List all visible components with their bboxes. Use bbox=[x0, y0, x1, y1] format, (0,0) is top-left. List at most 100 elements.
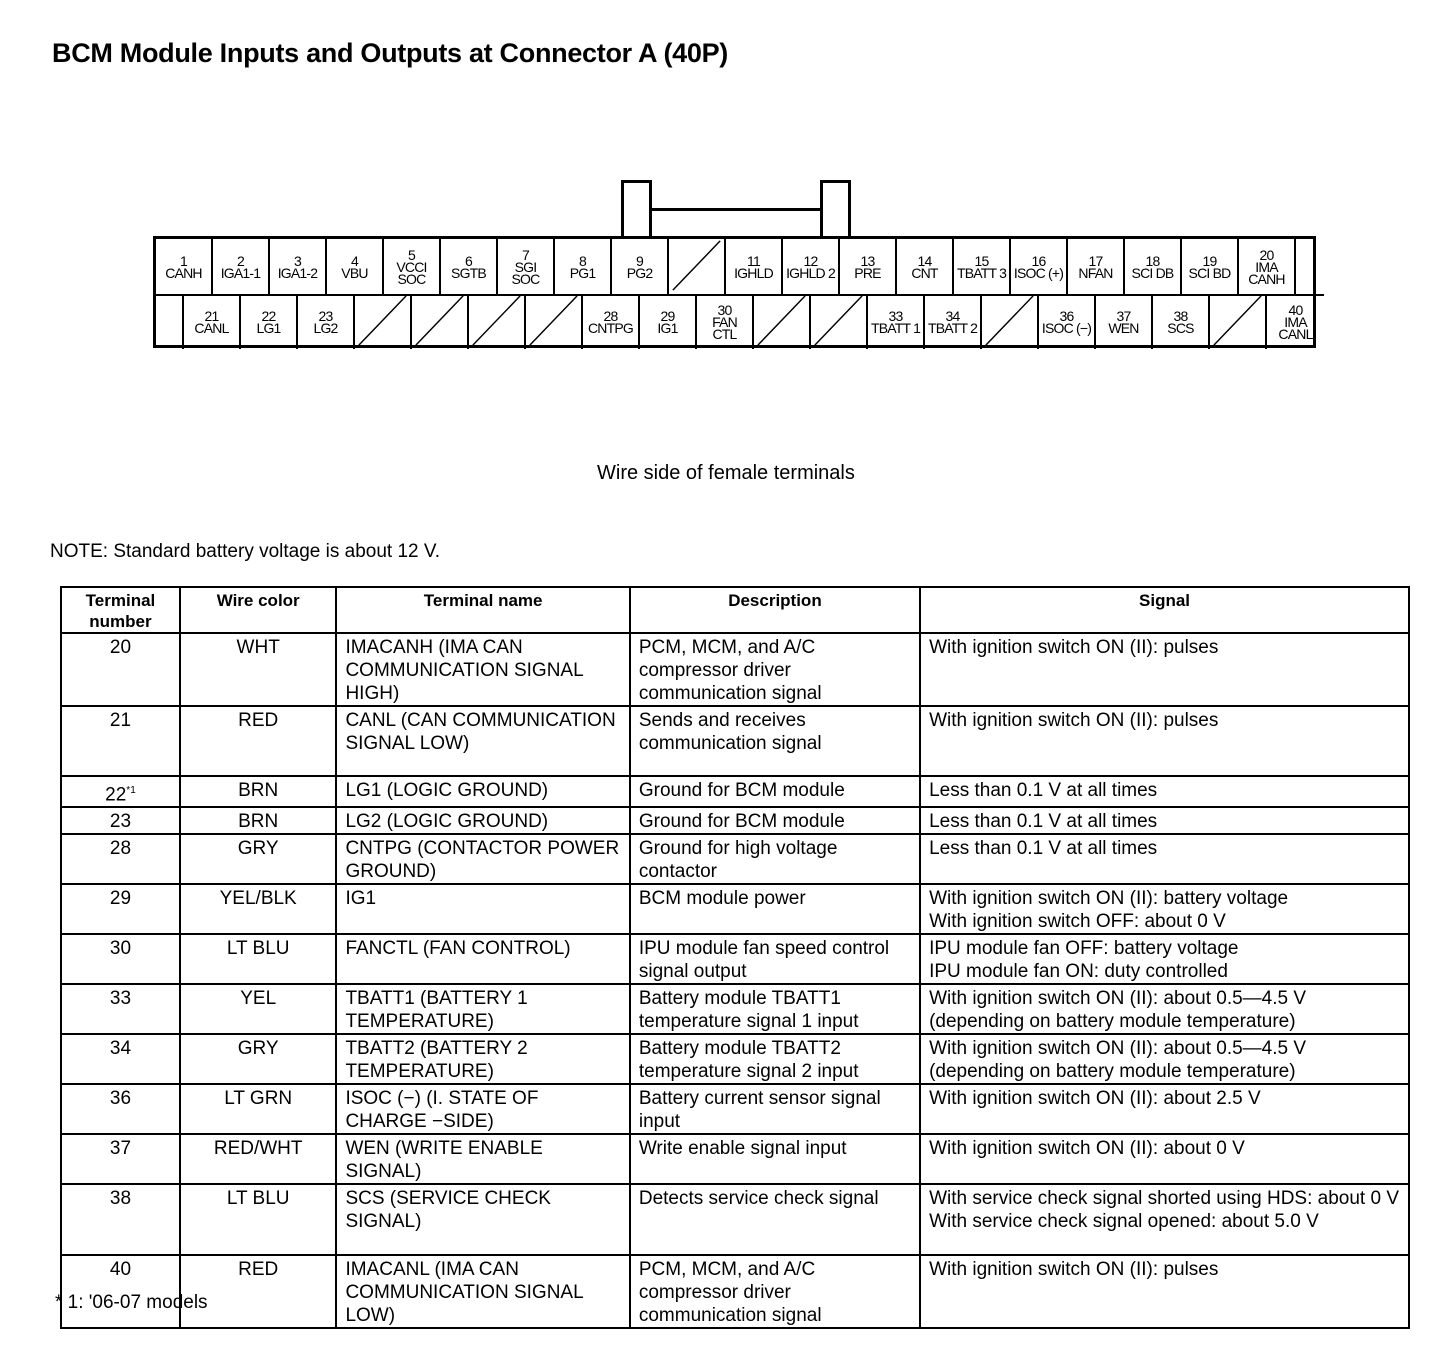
terminal-number: 4 bbox=[351, 252, 359, 269]
terminal-number: 3 bbox=[294, 252, 302, 269]
terminal-label: SGTB bbox=[451, 264, 487, 281]
terminal-label: TBATT 1 bbox=[870, 319, 921, 336]
connector-blank-cell bbox=[1296, 239, 1324, 294]
column-header: Signal bbox=[919, 586, 1410, 634]
terminal-number: 28 bbox=[109, 838, 132, 860]
terminal-label: SCS bbox=[1167, 319, 1194, 336]
terminal-number-cell: 30 bbox=[60, 933, 181, 986]
footnote-marker: *1 bbox=[126, 785, 136, 796]
connector-key-left bbox=[621, 180, 652, 239]
terminal-cell: 16 ISOC (+) bbox=[1011, 239, 1068, 294]
terminal-label: CNTPG bbox=[587, 319, 634, 336]
terminal-number: 1 bbox=[180, 252, 188, 269]
terminal-number: 14 bbox=[917, 252, 933, 269]
connector-top-row: 1 CANH 2 IGA1-1 3 IGA1-2 4 VBU 5 VCCI SOC 6 SGTB 7 SG… bbox=[156, 239, 1324, 296]
terminal-cell: 5 VCCI SOC bbox=[384, 239, 441, 294]
footnote: * 1: '06-07 models bbox=[55, 1292, 208, 1313]
terminal-label: SGI SOC bbox=[511, 258, 541, 287]
column-header: Terminal name bbox=[335, 586, 631, 634]
terminal-cell: 18 SCI DB bbox=[1125, 239, 1182, 294]
unused-slash-icon bbox=[672, 240, 721, 291]
wire-color-cell: GRY bbox=[178, 1033, 338, 1086]
column-header: Description bbox=[628, 586, 922, 634]
terminal-number: 21 bbox=[204, 307, 220, 324]
terminal-number: 9 bbox=[636, 252, 644, 269]
terminal-cell: 29 IG1 bbox=[640, 294, 697, 349]
terminal-label: IGA1-1 bbox=[220, 264, 261, 281]
unused-slash-icon bbox=[1213, 295, 1262, 346]
terminal-cell: 4 VBU bbox=[327, 239, 384, 294]
terminal-number-cell: 28 bbox=[60, 833, 181, 886]
terminal-name-cell: ISOC (−) (I. STATE OF CHARGE −SIDE) bbox=[335, 1083, 631, 1136]
terminal-cavity-empty bbox=[526, 294, 583, 349]
terminal-number: 19 bbox=[1202, 252, 1218, 269]
note: NOTE: Standard battery voltage is about … bbox=[50, 541, 441, 562]
terminal-number: 20 bbox=[1259, 246, 1275, 263]
table-row: 36 LT GRN ISOC (−) (I. STATE OF CHARGE −SI… bbox=[60, 1083, 1410, 1136]
terminal-label: TBATT 3 bbox=[956, 264, 1007, 281]
terminal-label: WEN bbox=[1108, 319, 1139, 336]
terminal-number-cell: 22*1 bbox=[60, 774, 181, 809]
signal-cell: With ignition switch ON (II): about 0.5—… bbox=[919, 983, 1410, 1036]
wire-color-cell: GRY bbox=[178, 833, 338, 886]
terminal-cell: 30 FAN CTL bbox=[697, 294, 754, 349]
terminal-cell: 17 NFAN bbox=[1068, 239, 1125, 294]
terminal-cell: 19 SCI BD bbox=[1182, 239, 1239, 294]
terminal-number-cell: 20 bbox=[60, 632, 181, 707]
terminal-name-cell: IMACANH (IMA CAN COMMUNICATION SIGNAL HI… bbox=[335, 632, 631, 707]
terminal-label: CANL bbox=[194, 319, 229, 336]
terminal-cell: 23 LG2 bbox=[298, 294, 355, 349]
terminal-cell: 12 IGHLD 2 bbox=[783, 239, 840, 294]
terminal-number: 5 bbox=[408, 246, 416, 263]
terminal-number-cell: 23 bbox=[60, 806, 181, 836]
unused-slash-icon bbox=[415, 295, 464, 346]
terminal-number-cell: 37 bbox=[60, 1133, 181, 1186]
terminal-cell: 11 IGHLD bbox=[726, 239, 783, 294]
terminal-number-cell: 33 bbox=[60, 983, 181, 1036]
terminal-number: 21 bbox=[109, 710, 132, 731]
description-cell: Ground for high voltage contactor bbox=[628, 833, 922, 886]
terminal-label: CNT bbox=[911, 264, 938, 281]
terminal-number: 23 bbox=[318, 307, 334, 324]
wire-color-cell: LT GRN bbox=[178, 1083, 338, 1136]
table-row: 21 RED CANL (CAN COMMUNICATION SIGNAL LOW)… bbox=[60, 705, 1410, 777]
terminal-number: 28 bbox=[603, 307, 619, 324]
signal-cell: With ignition switch ON (II): about 0 V bbox=[919, 1133, 1410, 1186]
terminal-cell: 22 LG1 bbox=[241, 294, 298, 349]
terminal-number: 37 bbox=[109, 1138, 132, 1160]
description-cell: BCM module power bbox=[628, 883, 922, 936]
terminal-number: 22 bbox=[105, 784, 127, 806]
terminal-cavity-empty bbox=[355, 294, 412, 349]
terminal-number-cell: 29 bbox=[60, 883, 181, 936]
wire-color-cell: RED bbox=[178, 705, 338, 777]
terminal-label: IGHLD 2 bbox=[786, 264, 836, 281]
terminal-label: TBATT 2 bbox=[927, 319, 978, 336]
terminal-label: PG1 bbox=[569, 264, 596, 281]
wire-color-cell: BRN bbox=[178, 774, 338, 809]
terminal-number-cell: 38 bbox=[60, 1183, 181, 1257]
terminal-label: IMA CANL bbox=[1278, 313, 1313, 342]
terminal-cell: 14 CNT bbox=[897, 239, 954, 294]
terminal-number: 16 bbox=[1031, 252, 1047, 269]
terminal-cell: 20 IMA CANH bbox=[1239, 239, 1296, 294]
terminal-label: FAN CTL bbox=[712, 313, 738, 342]
terminal-label: LG1 bbox=[256, 319, 281, 336]
wire-color-cell: RED bbox=[178, 1254, 338, 1330]
terminal-cavity-empty bbox=[754, 294, 811, 349]
connector-key-bar bbox=[652, 208, 822, 211]
terminal-label: CANH bbox=[165, 264, 202, 281]
table-row: 40 RED IMACANL (IMA CAN COMMUNICATION SIGN… bbox=[60, 1254, 1410, 1330]
page-title: BCM Module Inputs and Outputs at Connect… bbox=[52, 38, 728, 68]
terminal-name-cell: IMACANL (IMA CAN COMMUNICATION SIGNAL LO… bbox=[335, 1254, 631, 1330]
terminal-number: 36 bbox=[109, 1088, 132, 1110]
terminal-cell: 9 PG2 bbox=[612, 239, 669, 294]
terminal-cell: 8 PG1 bbox=[555, 239, 612, 294]
terminal-number: 37 bbox=[1116, 307, 1132, 324]
terminal-name-cell: SCS (SERVICE CHECK SIGNAL) bbox=[335, 1183, 631, 1257]
table-row: 34 GRY TBATT2 (BATTERY 2 TEMPERATURE) Batte… bbox=[60, 1033, 1410, 1086]
terminal-name-cell: TBATT1 (BATTERY 1 TEMPERATURE) bbox=[335, 983, 631, 1036]
terminal-number: 29 bbox=[660, 307, 676, 324]
description-cell: Ground for BCM module bbox=[628, 806, 922, 836]
connector-blank-cell bbox=[156, 294, 184, 349]
unused-slash-icon bbox=[472, 295, 521, 346]
